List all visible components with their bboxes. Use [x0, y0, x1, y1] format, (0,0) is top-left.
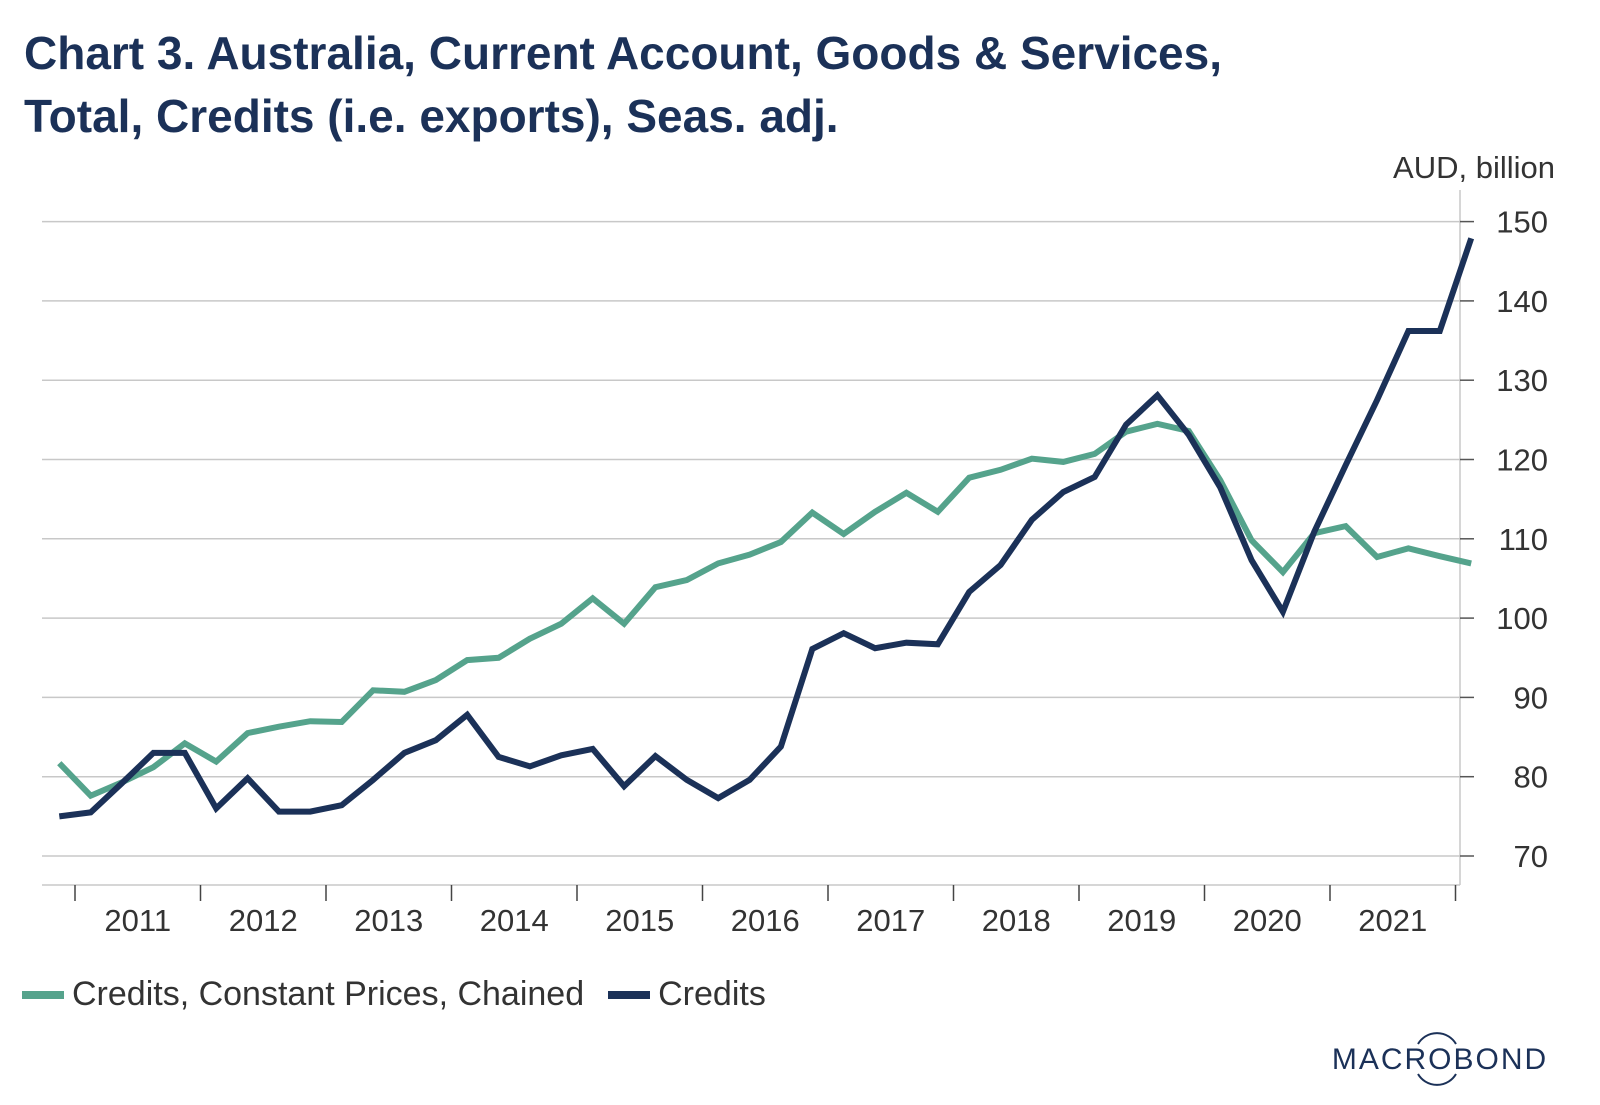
logo-arc-bottom	[1417, 1073, 1457, 1086]
y-tick-label-110: 110	[1499, 522, 1548, 557]
y-tick-label-100: 100	[1496, 601, 1548, 636]
x-tick-label-2012: 2012	[229, 903, 298, 938]
x-tick-label-2013: 2013	[354, 903, 423, 938]
y-tick-label-70: 70	[1514, 839, 1548, 874]
y-tick-label-90: 90	[1514, 680, 1548, 715]
series-line-constant-prices	[57, 420, 1472, 800]
legend-label-constant-prices: Credits, Constant Prices, Chained	[72, 975, 585, 1013]
legend: Credits, Constant Prices, Chained Credit…	[22, 975, 790, 1014]
x-tick-label-2020: 2020	[1233, 903, 1302, 938]
legend-swatch-constant-prices	[22, 990, 64, 999]
y-tick-label-130: 130	[1496, 363, 1548, 398]
logo-arc-top	[1417, 1032, 1457, 1045]
legend-item-constant-prices: Credits, Constant Prices, Chained	[22, 975, 584, 1014]
series-lines	[57, 237, 1475, 820]
series-line-credits	[58, 237, 1475, 820]
logo-text: MACROBOND	[1332, 1043, 1548, 1076]
y-tick-label-120: 120	[1496, 443, 1548, 478]
x-tick-label-2015: 2015	[605, 903, 674, 938]
points-constant-prices	[59, 423, 1472, 796]
x-tick-label-2018: 2018	[982, 903, 1051, 938]
x-tick-label-2011: 2011	[104, 903, 171, 938]
x-axis: 2011 2012 2013 2014 2015 2016 2017 2018 2019 2020…	[74, 885, 1457, 938]
legend-item-credits: Credits	[608, 975, 766, 1014]
chart-title-line-1: Chart 3. Australia, Current Account, Goo…	[24, 27, 1222, 79]
x-tick-label-2014: 2014	[480, 903, 549, 938]
y-tick-label-140: 140	[1496, 284, 1548, 319]
macrobond-logo: MACROBOND	[1332, 1032, 1548, 1086]
legend-swatch-credits	[608, 990, 651, 999]
y-axis-label: AUD, billion	[1393, 150, 1555, 185]
x-tick-label-2019: 2019	[1107, 903, 1176, 938]
chart-title: Chart 3. Australia, Current Account, Goo…	[24, 22, 1524, 148]
x-tick-label-2021: 2021	[1358, 903, 1427, 938]
y-tick-label-80: 80	[1514, 760, 1548, 795]
y-tick-label-150: 150	[1496, 205, 1548, 240]
x-tick-label-2017: 2017	[856, 903, 925, 938]
legend-label-credits: Credits	[658, 975, 766, 1013]
y-axis: 70 80 90 100 110 120 130 140 150	[1460, 205, 1548, 874]
plot-frame	[42, 190, 1461, 886]
points-credits	[59, 238, 1472, 817]
chart-title-line-2: Total, Credits (i.e. exports), Seas. adj…	[24, 90, 839, 142]
x-tick-label-2016: 2016	[731, 903, 800, 938]
gridlines	[42, 220, 1460, 857]
